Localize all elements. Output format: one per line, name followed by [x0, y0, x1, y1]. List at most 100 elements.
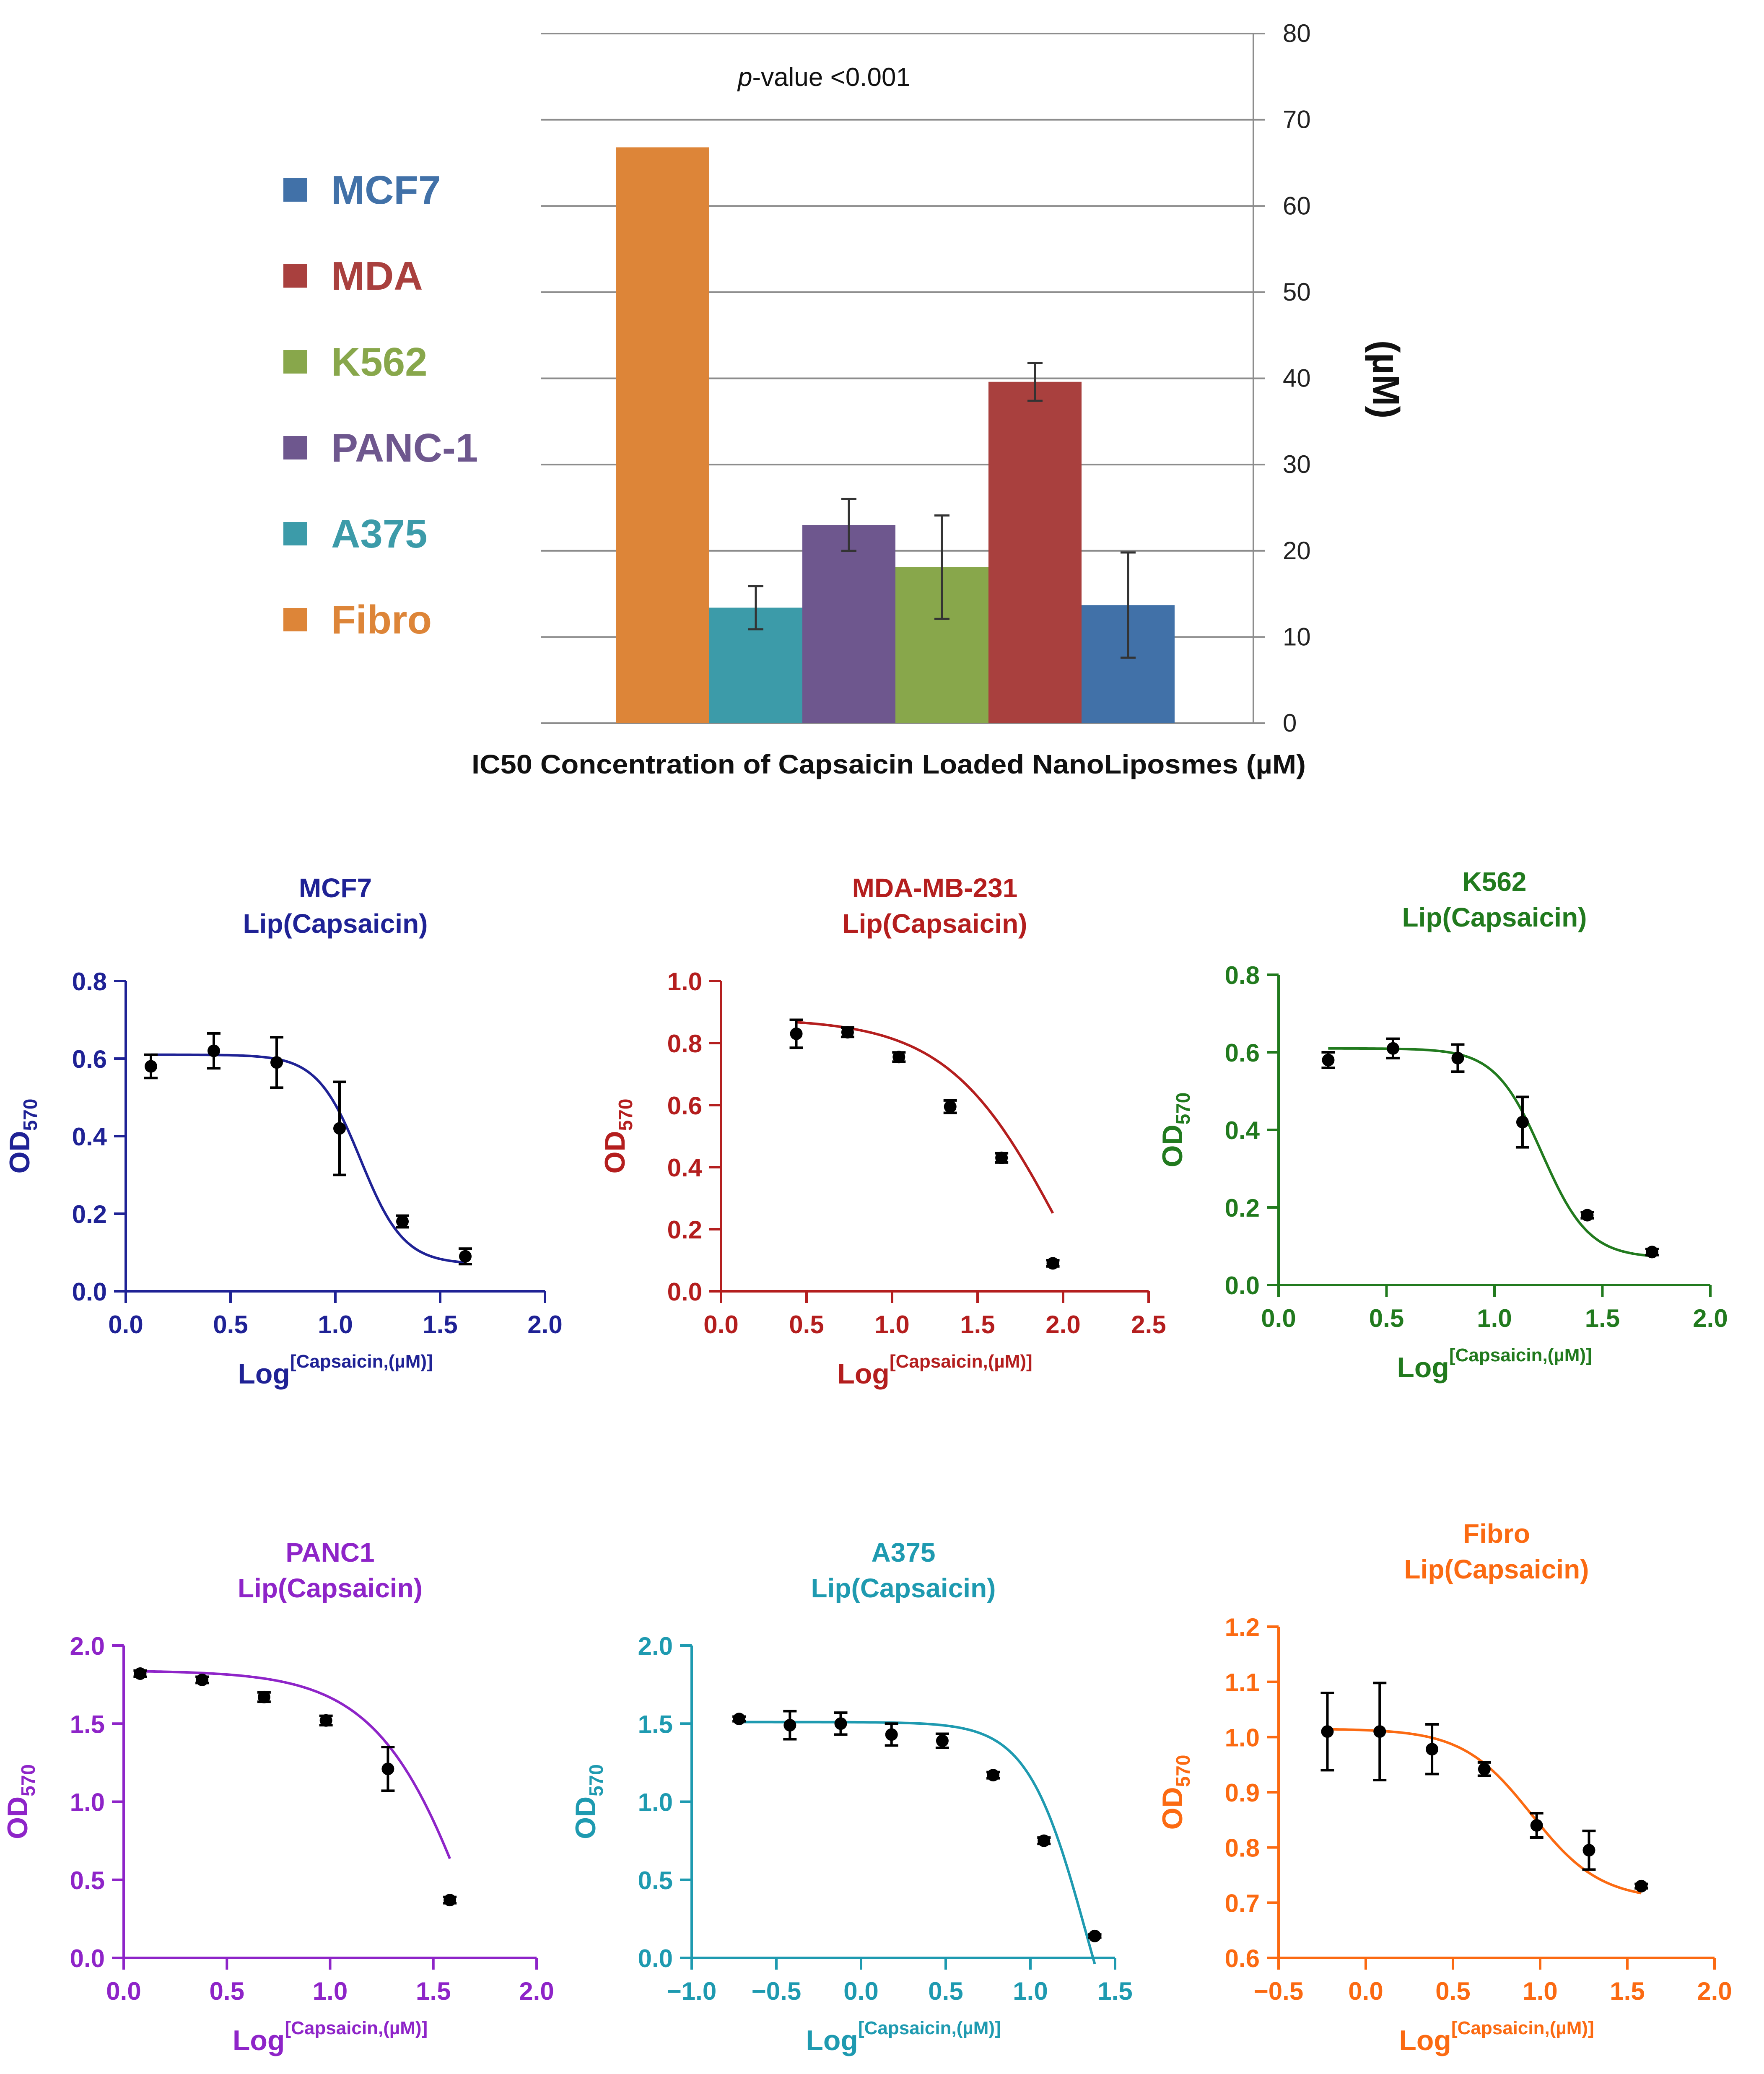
x-axis-label-superscript: [Capsaicin,(µM)]	[290, 1351, 433, 1372]
data-point	[1046, 1257, 1059, 1270]
y-axis-label-main: OD	[570, 1796, 602, 1839]
y-tick-label: 0.9	[1225, 1779, 1260, 1807]
y-tick-label: 1.5	[70, 1710, 105, 1738]
legend-label: MDA	[331, 254, 423, 299]
x-tick-label: 2.0	[1693, 1304, 1728, 1332]
y-axis-label: OD570	[570, 1764, 607, 1839]
legend-label: PANC-1	[331, 426, 478, 470]
plot-title: MCF7	[299, 873, 372, 903]
data-point	[1530, 1819, 1543, 1832]
x-tick-label: 1.0	[874, 1311, 909, 1339]
y-tick-label: 0.4	[72, 1123, 107, 1151]
x-tick-label: 0.0	[843, 1977, 878, 2005]
y-tick-label: 2.0	[638, 1632, 673, 1660]
y-tick-label: 0.5	[70, 1866, 105, 1895]
data-point	[1581, 1209, 1594, 1222]
plot-subtitle: Lip(Capsaicin)	[1402, 902, 1587, 932]
y-tick-label: 1.0	[1225, 1724, 1260, 1752]
y-tick-label: 0.0	[70, 1944, 105, 1973]
x-tick-label: 1.5	[960, 1311, 995, 1339]
y-tick-label: 0.2	[1225, 1194, 1260, 1222]
legend-label: K562	[331, 340, 428, 384]
y-tick-label: 2.0	[70, 1632, 105, 1660]
x-axis-label-superscript: [Capsaicin,(µM)]	[1449, 1345, 1592, 1365]
x-tick-label: −1.0	[667, 1977, 716, 2005]
y-tick-label: 0.8	[1225, 961, 1260, 989]
data-point	[1321, 1725, 1334, 1738]
y-axis-label-subscript: 570	[19, 1099, 41, 1131]
x-axis-label-main: Log	[1399, 2025, 1451, 2056]
data-point	[892, 1051, 905, 1064]
data-point	[319, 1714, 332, 1727]
legend-label: A375	[331, 511, 428, 556]
y-axis-label-subscript: 570	[17, 1764, 39, 1796]
legend-swatch-mcf7	[283, 178, 307, 202]
x-tick-label: 0.0	[703, 1311, 738, 1339]
y-tick-label: 0.8	[667, 1030, 702, 1058]
y-tick-label: 20	[1283, 537, 1311, 565]
x-tick-label: −0.5	[1254, 1977, 1303, 2005]
x-axis-label: Log[Capsaicin,(µM)]	[1399, 2018, 1594, 2056]
x-axis-label-superscript: [Capsaicin,(µM)]	[890, 1351, 1032, 1372]
y-tick-label: 0.2	[667, 1216, 702, 1244]
data-point	[196, 1673, 209, 1686]
x-tick-label: 0.0	[106, 1977, 141, 2005]
y-axis-label: OD570	[1157, 1755, 1194, 1830]
data-point	[1582, 1844, 1595, 1857]
x-axis-label: Log[Capsaicin,(µM)]	[233, 2018, 428, 2056]
data-point	[841, 1026, 854, 1039]
p-value-italic: p	[737, 63, 752, 92]
x-axis-label: Log[Capsaicin,(µM)]	[238, 1351, 433, 1390]
data-point	[333, 1122, 346, 1135]
y-tick-label: 40	[1283, 364, 1311, 392]
y-axis-label: OD570	[2, 1764, 39, 1839]
x-tick-label: 2.0	[519, 1977, 554, 2005]
y-axis-label-subscript: 570	[1172, 1093, 1194, 1125]
legend-label: Fibro	[331, 597, 432, 642]
x-tick-label: 0.5	[213, 1311, 248, 1339]
legend-swatch-k562	[283, 350, 307, 374]
mcf7-dose-response-plot: MCF7 Lip(Capsaicin) 0.0 0.2 0.4 0.6 0.8 0.0 0.5 1…	[4, 873, 563, 1390]
x-tick-label: 1.0	[313, 1977, 348, 2005]
x-tick-label: 0.5	[1369, 1304, 1404, 1332]
plot-subtitle: Lip(Capsaicin)	[1404, 1554, 1589, 1584]
y-axis-label: OD570	[1157, 1093, 1194, 1168]
y-axis-label: OD570	[4, 1099, 41, 1174]
x-axis-label-main: Log	[837, 1358, 890, 1390]
data-point	[459, 1250, 472, 1263]
mda-mb-231-dose-response-plot: MDA-MB-231 Lip(Capsaicin) 0.0 0.2 0.4 0.6 0.8 1…	[599, 873, 1166, 1390]
plot-subtitle: Lip(Capsaicin)	[811, 1573, 996, 1603]
x-tick-label: 1.5	[416, 1977, 451, 2005]
x-tick-label: 1.5	[1097, 1977, 1132, 2005]
y-tick-label: 0.6	[1225, 1944, 1260, 1973]
x-tick-label: 1.5	[1610, 1977, 1645, 2005]
y-tick-label: 0.7	[1225, 1889, 1260, 1917]
y-tick-label: 10	[1283, 623, 1311, 651]
y-tick-label: 50	[1283, 278, 1311, 306]
k562-dose-response-plot: K562 Lip(Capsaicin) 0.0 0.2 0.4 0.6 0.8 0.0 0.5 1…	[1157, 867, 1728, 1384]
y-axis-label: (µM)	[1365, 340, 1406, 419]
fit-curve	[140, 1670, 451, 1859]
y-tick-label: 1.0	[638, 1788, 673, 1817]
y-tick-label: 1.2	[1225, 1613, 1260, 1641]
y-tick-label: 1.0	[70, 1788, 105, 1817]
x-tick-label: 2.5	[1131, 1311, 1166, 1339]
y-tick-label: 0.2	[72, 1200, 107, 1228]
x-tick-label: 0.0	[1348, 1977, 1383, 2005]
y-axis-label-main: OD	[4, 1131, 36, 1173]
data-point	[1426, 1743, 1439, 1756]
plot-subtitle: Lip(Capsaicin)	[843, 909, 1027, 939]
x-axis-label-superscript: [Capsaicin,(µM)]	[858, 2018, 1001, 2038]
x-axis-label-main: Log	[233, 2025, 285, 2056]
plot-title: Fibro	[1463, 1519, 1530, 1549]
data-point	[995, 1151, 1008, 1164]
x-axis-label-superscript: [Capsaicin,(µM)]	[1451, 2018, 1594, 2038]
y-tick-label: 80	[1283, 19, 1311, 47]
y-tick-label: 0.8	[72, 968, 107, 996]
legend-swatch-mda	[283, 264, 307, 288]
data-point	[1516, 1116, 1529, 1129]
p-value-annotation: p-value <0.001	[737, 63, 911, 92]
data-point	[1645, 1246, 1658, 1259]
bar-mda	[988, 382, 1082, 723]
